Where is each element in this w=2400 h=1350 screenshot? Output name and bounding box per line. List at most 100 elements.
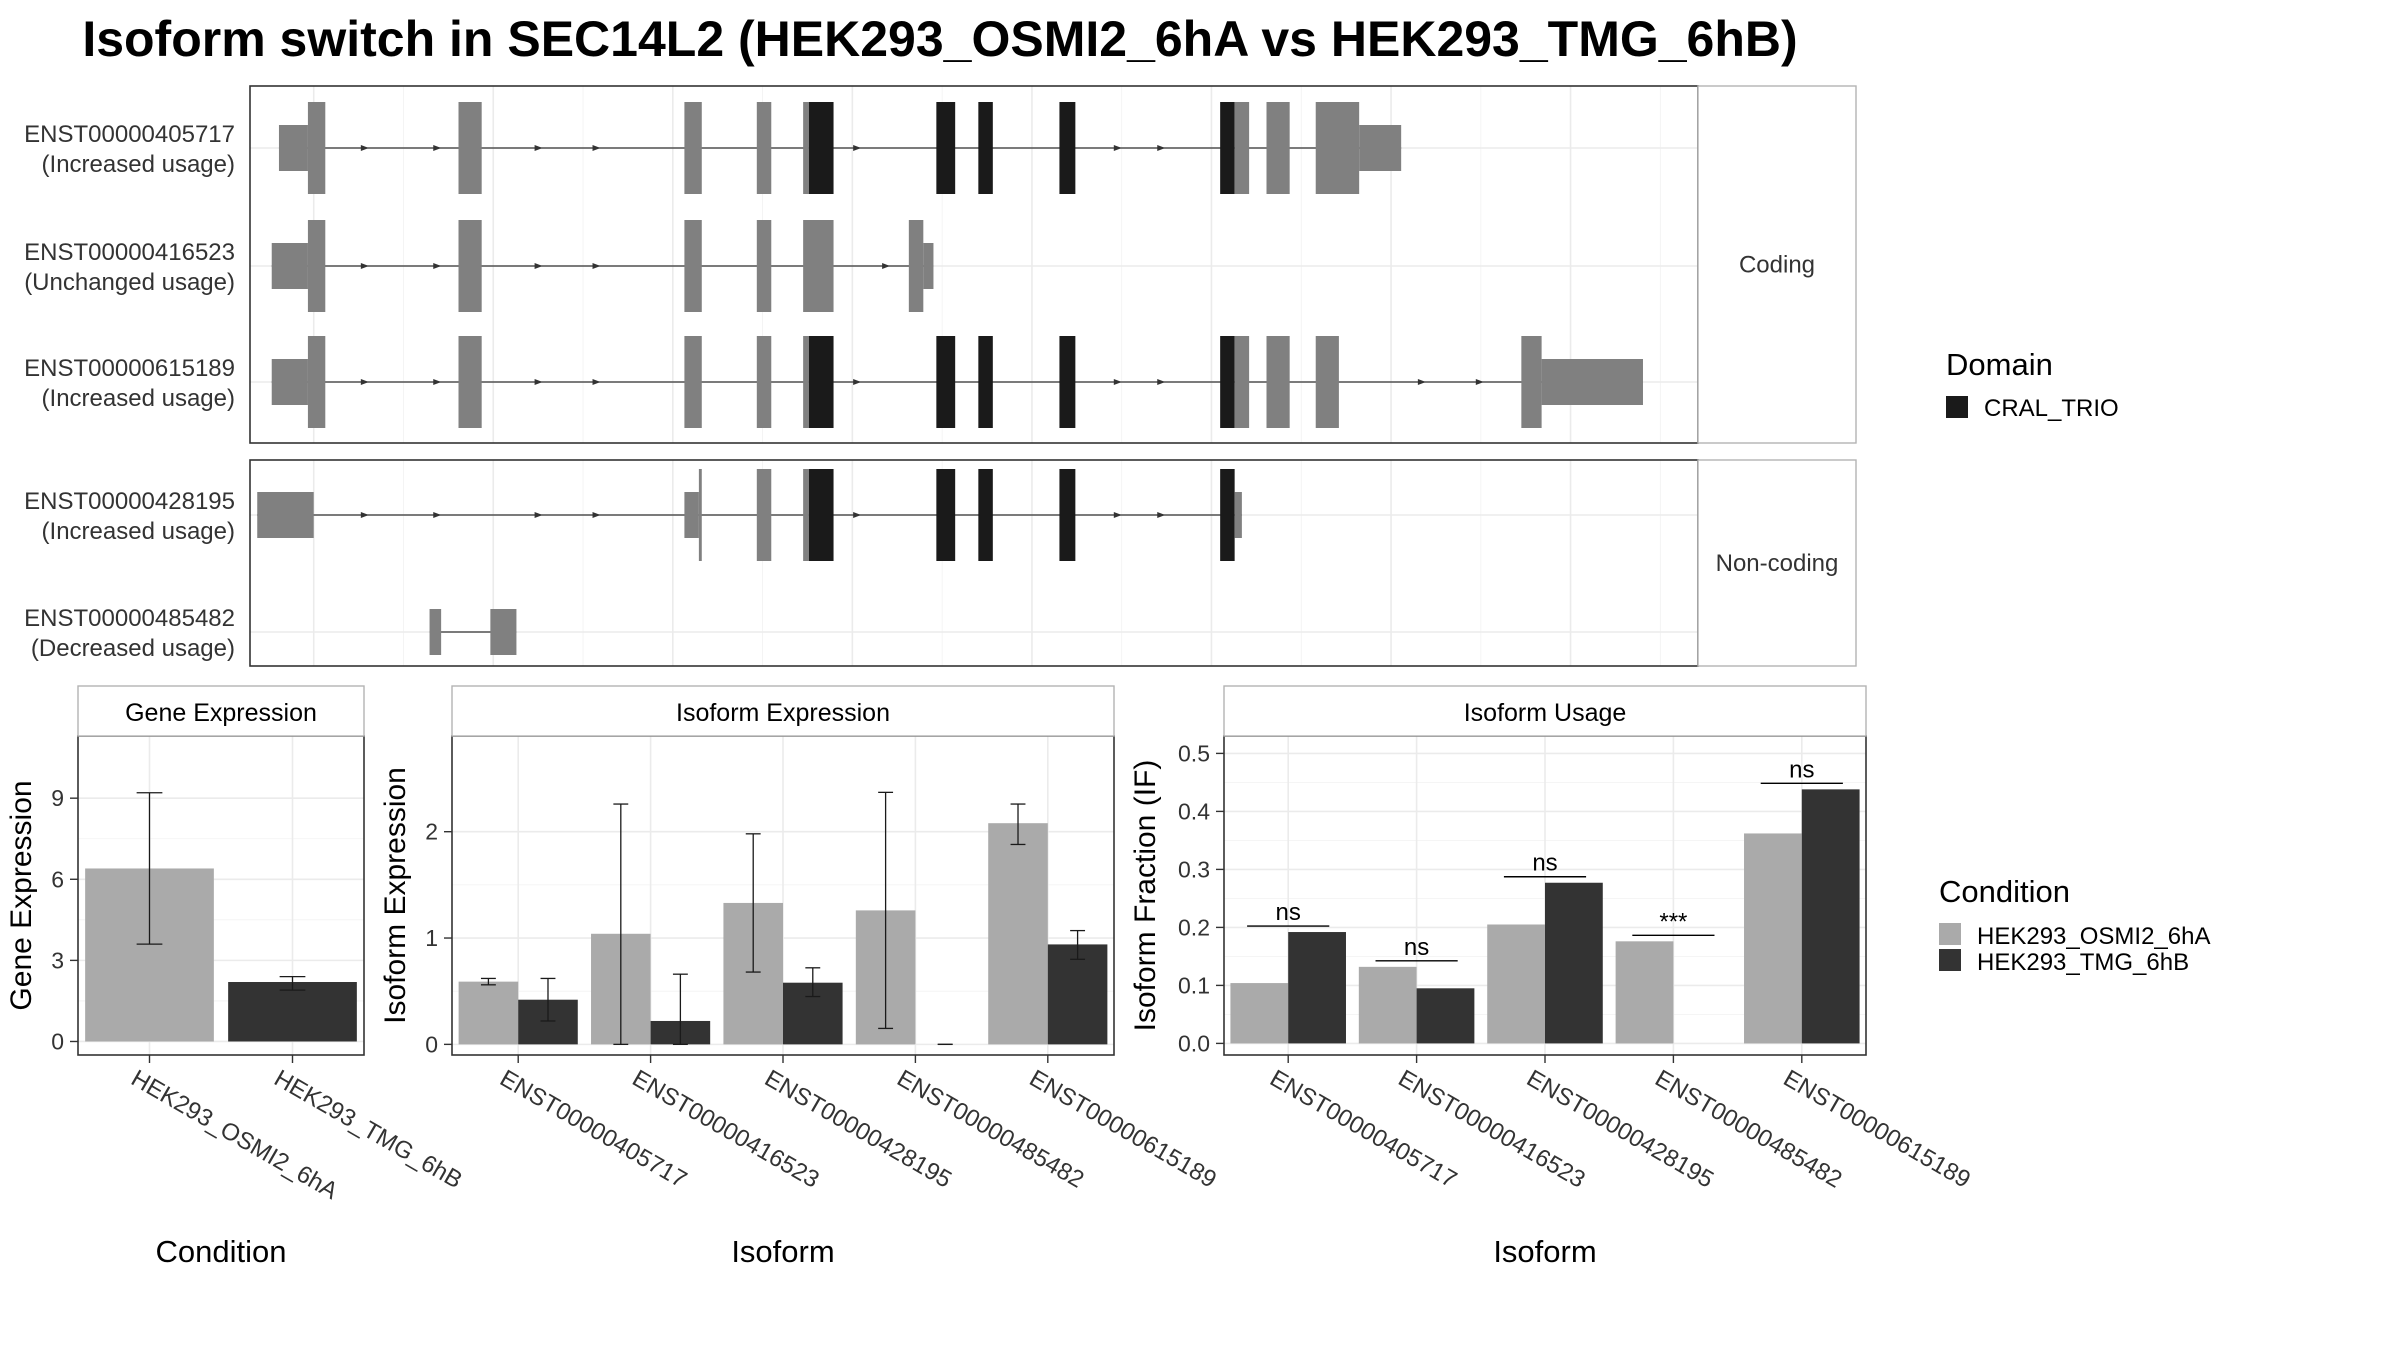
strand-arrow	[592, 263, 601, 269]
exon	[458, 220, 482, 312]
exon	[756, 336, 772, 428]
transcript-structure-panel: Coding ENST00000405717 (Increased usage) EN…	[24, 85, 1857, 667]
significance-label: ***	[1659, 908, 1687, 935]
x-axis-title: Isoform	[1493, 1234, 1596, 1269]
chart-title: Isoform Expression	[676, 699, 890, 727]
exon	[803, 336, 809, 428]
facet-strip	[1697, 459, 1857, 667]
exon	[271, 359, 308, 405]
exon	[1541, 359, 1643, 405]
exon	[1234, 492, 1242, 538]
strand-arrow	[534, 263, 543, 269]
bar-ENST00000416523-HEK293_TMG_6hB	[1416, 988, 1475, 1044]
transcript-group-non-coding: Non-coding	[249, 459, 1857, 667]
strand-arrow	[1417, 379, 1426, 385]
exon	[458, 102, 482, 194]
exon	[1266, 102, 1290, 194]
legend-title: Condition	[1939, 874, 2070, 909]
exon	[923, 243, 934, 289]
exon	[684, 220, 702, 312]
panel-background	[250, 86, 1698, 443]
exon	[908, 220, 924, 312]
y-tick-label: 2	[425, 819, 438, 845]
transcript-group-coding: Coding	[249, 85, 1857, 444]
expression-plots: Gene Expression0369HEK293_OSMI2_6hAHEK29…	[5, 685, 1975, 1269]
exon-domain-cral-trio	[1059, 102, 1076, 194]
significance-label: ns	[1404, 934, 1429, 961]
strand-arrow	[592, 379, 601, 385]
exon	[684, 336, 702, 428]
exon	[429, 609, 442, 655]
x-axis-title: Condition	[156, 1234, 287, 1269]
exon-domain-cral-trio	[808, 336, 834, 428]
chart-isoform-usage: ns ns ns *** ns Isoform Usage 0.0 0.1 0.2 0.3 0.4 0…	[1129, 685, 1975, 1269]
strand-arrow	[853, 145, 862, 151]
strand-arrow	[1157, 512, 1166, 518]
bar-HEK293_TMG_6hB	[228, 982, 357, 1042]
legend-item-label: CRAL_TRIO	[1984, 395, 2119, 422]
transcript-id-label: ENST00000615189	[24, 355, 235, 382]
chart-isoform-expression: Isoform Expression012ENST00000405717ENST…	[379, 685, 1221, 1269]
transcript-id-label: ENST00000485482	[24, 605, 235, 632]
exon-domain-cral-trio	[978, 469, 993, 561]
strand-arrow	[433, 379, 442, 385]
bar-ENST00000405717-HEK293_OSMI2_6hA	[1230, 983, 1289, 1044]
exon	[1234, 336, 1250, 428]
strand-arrow	[592, 145, 601, 151]
transcript-usage-label: (Increased usage)	[42, 151, 235, 178]
x-axis-title: Isoform	[731, 1234, 834, 1269]
bar-ENST00000615189-HEK293_OSMI2_6hA	[1744, 833, 1802, 1044]
chart-title: Isoform Usage	[1464, 699, 1627, 727]
exon	[307, 220, 326, 312]
legend-title: Domain	[1946, 347, 2053, 382]
exon	[756, 102, 772, 194]
facet-strip-label: Non-coding	[1716, 550, 1839, 577]
exon	[684, 492, 699, 538]
strand-arrow	[1113, 512, 1122, 518]
bar-ENST00000405717-HEK293_TMG_6hB	[1288, 932, 1346, 1044]
exon	[756, 220, 772, 312]
significance-label: ns	[1789, 756, 1814, 783]
significance-label: ns	[1276, 899, 1301, 926]
transcript-ENST00000485482	[429, 609, 517, 655]
exon-domain-cral-trio	[1220, 102, 1235, 194]
exon-domain-cral-trio	[1220, 469, 1235, 561]
exon-domain-cral-trio	[1220, 336, 1235, 428]
legend-swatch	[1946, 396, 1968, 418]
bar-ENST00000485482-HEK293_OSMI2_6hA	[1615, 941, 1674, 1044]
legend-item-label: HEK293_OSMI2_6hA	[1977, 923, 2210, 950]
exon	[803, 220, 834, 312]
strand-arrow	[1113, 379, 1122, 385]
bar-ENST00000615189-HEK293_OSMI2_6hA	[988, 823, 1048, 1045]
transcript-ENST00000615189	[271, 336, 1643, 428]
exon	[1315, 336, 1339, 428]
exon-domain-cral-trio	[1059, 336, 1076, 428]
exon	[1234, 102, 1250, 194]
transcript-ENST00000405717	[278, 102, 1402, 194]
exon	[1315, 102, 1360, 194]
exon	[1359, 125, 1402, 171]
strand-arrow	[360, 263, 369, 269]
facet-strip	[1697, 85, 1857, 444]
y-tick-label: 0	[425, 1031, 438, 1057]
y-axis-title: Isoform Expression	[379, 767, 412, 1024]
exon	[490, 609, 517, 655]
strand-arrow	[360, 145, 369, 151]
exon-domain-cral-trio	[978, 102, 993, 194]
exon	[458, 336, 482, 428]
strand-arrow	[534, 145, 543, 151]
chart-title: Gene Expression	[125, 699, 317, 727]
facet-strip	[77, 685, 365, 737]
y-tick-label: 0.3	[1178, 856, 1210, 882]
exon	[271, 243, 308, 289]
bar-ENST00000615189-HEK293_TMG_6hB	[1801, 789, 1860, 1044]
exon-domain-cral-trio	[936, 469, 956, 561]
exon-domain-cral-trio	[936, 336, 956, 428]
transcript-id-label: ENST00000405717	[24, 121, 235, 148]
y-tick-label: 6	[51, 866, 64, 892]
exon-domain-cral-trio	[808, 469, 834, 561]
exon	[257, 492, 314, 538]
transcript-usage-label: (Decreased usage)	[31, 635, 235, 662]
